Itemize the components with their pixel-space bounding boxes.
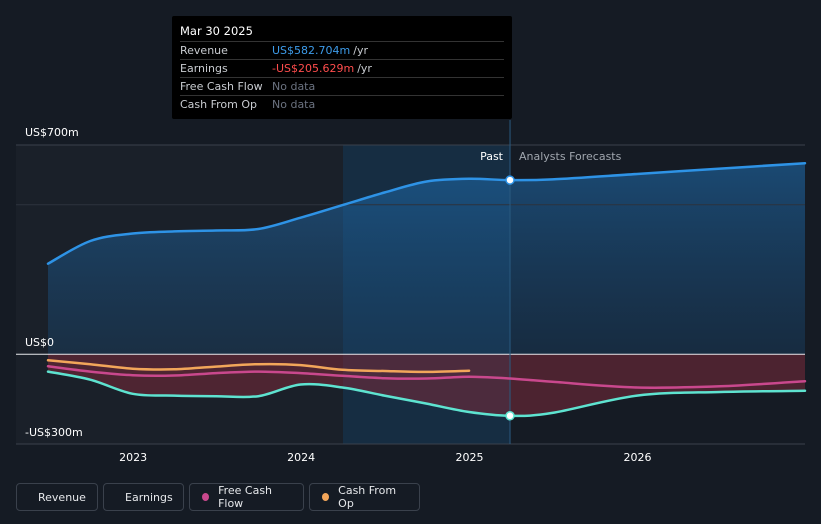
cash-from-op-dot-icon xyxy=(322,493,330,501)
tooltip-value: US$582.704m xyxy=(272,44,351,57)
tooltip-row-earnings: Earnings -US$205.629m /yr xyxy=(180,60,504,78)
tooltip-value: -US$205.629m xyxy=(272,62,355,75)
tooltip-date: Mar 30 2025 xyxy=(180,24,504,42)
earnings-highlight-point xyxy=(505,411,515,421)
tooltip-row-revenue: Revenue US$582.704m /yr xyxy=(180,42,504,60)
tooltip-label: Revenue xyxy=(180,44,228,57)
legend-label: Cash From Op xyxy=(338,484,397,510)
revenue-highlight-point xyxy=(505,175,515,185)
legend-free-cash-flow[interactable]: Free Cash Flow xyxy=(189,483,304,511)
forecast-label: Analysts Forecasts xyxy=(519,150,622,163)
free-cash-flow-line xyxy=(46,365,807,389)
y-label-top: US$700m xyxy=(25,126,79,139)
free-cash-flow-dot-icon xyxy=(202,493,210,501)
legend-label: Free Cash Flow xyxy=(218,484,273,510)
legend-revenue[interactable]: Revenue xyxy=(16,483,98,511)
tooltip-row-cash-from-op: Cash From Op No data xyxy=(180,96,504,113)
tooltip-row-free-cash-flow: Free Cash Flow No data xyxy=(180,78,504,96)
y-label-zero: US$0 xyxy=(25,336,55,349)
legend-earnings[interactable]: Earnings xyxy=(103,483,184,511)
revenue-area xyxy=(48,163,805,355)
tooltip-label: Free Cash Flow xyxy=(180,80,263,93)
tooltip-value: No data xyxy=(272,80,316,93)
cash-from-op-line xyxy=(46,359,471,374)
legend-cash-from-op[interactable]: Cash From Op xyxy=(309,483,420,511)
revenue-line xyxy=(46,161,807,265)
tooltip-unit: /yr xyxy=(357,62,372,75)
tooltip-label: Cash From Op xyxy=(180,98,258,111)
x-tick-label: 2024 xyxy=(287,451,316,464)
series-areas xyxy=(48,163,805,416)
tooltip-label: Earnings xyxy=(180,62,228,75)
legend-label: Revenue xyxy=(38,490,86,504)
tooltip: Mar 30 2025 Revenue US$582.704m /yr Earn… xyxy=(172,16,512,119)
x-tick-label: 2023 xyxy=(119,451,148,464)
tooltip-unit: /yr xyxy=(353,44,368,57)
x-tick-label: 2025 xyxy=(455,451,484,464)
highlight-markers xyxy=(505,175,515,421)
series-lines xyxy=(46,161,807,418)
earnings-area xyxy=(48,354,805,416)
tooltip-value: No data xyxy=(272,98,316,111)
gridlines xyxy=(16,120,805,445)
legend-label: Earnings xyxy=(125,490,173,504)
y-label-bottom: -US$300m xyxy=(25,426,83,439)
earnings-line xyxy=(46,370,807,418)
past-label: Past xyxy=(480,150,503,163)
x-tick-label: 2026 xyxy=(623,451,652,464)
